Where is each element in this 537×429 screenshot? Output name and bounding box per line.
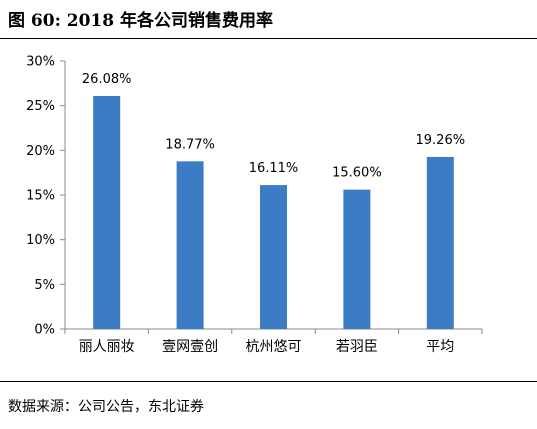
figure-title: 图 60: 2018 年各公司销售费用率 [8,11,274,31]
bars [93,96,454,329]
bar-chart: 0% 5% 10% 15% 20% 25% 30% 26.08% 18.77% 16.11% 15… [26,55,483,355]
data-label: 18.77% [165,137,215,152]
data-label: 15.60% [332,166,382,181]
source-rule [0,381,537,382]
y-axis: 0% 5% 10% 15% 20% 25% 30% [26,55,66,338]
data-labels: 26.08% 18.77% 16.11% 15.60% 19.26% [82,72,465,181]
y-tick-label: 30% [26,55,55,70]
bar [93,96,121,329]
bar [343,189,371,329]
y-tick-label: 20% [26,144,55,159]
y-tick-label: 5% [34,278,55,293]
y-tick-label: 15% [26,189,55,204]
y-tick-label: 10% [26,233,55,248]
source-note: 数据来源：公司公告，东北证券 [8,399,204,415]
x-axis [64,328,483,334]
y-tick-label: 25% [26,99,55,114]
bar [260,185,287,329]
category-label: 壹网壹创 [162,339,218,355]
category-label: 丽人丽妆 [79,339,135,355]
title-rule [0,38,537,39]
category-label: 若羽臣 [336,339,378,355]
data-label: 26.08% [82,72,132,87]
y-tick-label: 0% [34,323,55,338]
bar [426,156,454,329]
category-labels: 丽人丽妆 壹网壹创 杭州悠可 若羽臣 平均 [79,339,455,355]
category-label: 平均 [426,339,454,355]
category-label: 杭州悠可 [246,339,302,355]
bar [176,161,204,329]
data-label: 19.26% [416,133,466,148]
data-label: 16.11% [249,161,299,176]
